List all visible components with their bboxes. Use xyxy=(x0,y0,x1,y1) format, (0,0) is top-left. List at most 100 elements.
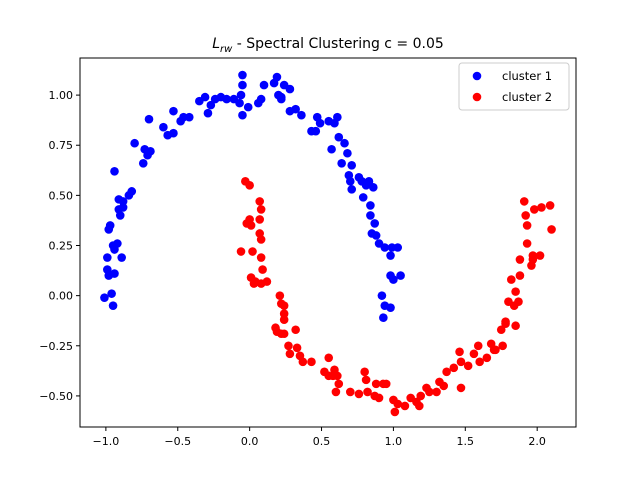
data-point xyxy=(238,70,247,80)
data-point xyxy=(361,375,371,385)
legend-frame xyxy=(458,62,570,111)
data-point xyxy=(337,158,346,168)
series-1 xyxy=(100,70,405,323)
data-point xyxy=(238,80,247,90)
data-point xyxy=(279,329,289,339)
data-point xyxy=(307,357,316,367)
data-point xyxy=(331,387,341,397)
data-point xyxy=(246,221,256,230)
data-point xyxy=(249,279,259,288)
data-point xyxy=(473,341,483,351)
y-tick-label: 0.00 xyxy=(49,290,74,303)
data-point xyxy=(340,138,349,148)
data-point xyxy=(138,158,148,168)
data-point xyxy=(455,347,464,357)
data-point xyxy=(377,291,387,300)
data-point xyxy=(396,271,405,280)
x-tick-label: −1.0 xyxy=(93,435,120,448)
data-point xyxy=(103,265,112,274)
data-point xyxy=(463,361,473,371)
data-point xyxy=(514,297,523,306)
data-point xyxy=(272,72,282,82)
data-point xyxy=(347,185,357,194)
data-point xyxy=(343,148,352,158)
data-point xyxy=(297,110,306,120)
data-point xyxy=(374,393,384,403)
data-point xyxy=(400,401,410,411)
data-point xyxy=(414,401,424,411)
data-point xyxy=(422,383,431,393)
title-math-subscript: rw xyxy=(220,44,233,55)
data-point xyxy=(515,255,525,264)
data-point xyxy=(146,146,155,156)
data-point xyxy=(386,303,395,312)
data-point xyxy=(371,231,381,240)
data-point xyxy=(256,205,266,214)
x-tick-label: −0.5 xyxy=(164,435,191,448)
data-point xyxy=(364,177,374,186)
data-point xyxy=(537,203,546,212)
data-point xyxy=(515,271,525,280)
x-tick-label: 1.5 xyxy=(457,435,475,448)
data-point xyxy=(370,219,380,228)
y-tick-label: 0.75 xyxy=(49,139,74,152)
data-point xyxy=(456,383,466,393)
legend: cluster 1 cluster 2 xyxy=(458,62,570,111)
data-point xyxy=(345,387,355,397)
data-point xyxy=(127,187,137,196)
data-point xyxy=(200,92,210,102)
data-point xyxy=(256,235,266,244)
plot-frame xyxy=(79,57,577,428)
y-tick-label: −0.25 xyxy=(39,340,73,353)
data-point xyxy=(258,265,267,274)
data-point xyxy=(276,94,286,104)
x-tick-label: 1.0 xyxy=(385,435,403,448)
data-point xyxy=(522,239,532,248)
data-point xyxy=(416,391,426,401)
x-tick-label: 0.0 xyxy=(241,435,259,448)
data-point xyxy=(100,293,109,302)
data-point xyxy=(245,181,254,190)
data-point xyxy=(284,341,293,351)
data-point xyxy=(347,160,357,170)
data-point xyxy=(432,387,441,397)
data-point xyxy=(334,379,344,389)
data-point xyxy=(456,357,466,367)
data-point xyxy=(291,104,300,114)
data-point xyxy=(105,221,115,230)
data-point xyxy=(255,215,265,224)
data-point xyxy=(110,269,119,278)
x-tick-label: 0.5 xyxy=(313,435,331,448)
y-tick-label: 0.50 xyxy=(49,189,74,202)
data-point xyxy=(159,122,168,132)
data-point xyxy=(482,353,492,363)
data-point xyxy=(535,251,545,260)
data-point xyxy=(235,98,244,108)
data-point xyxy=(222,94,231,104)
data-point xyxy=(545,201,555,210)
data-point xyxy=(547,225,556,234)
data-point xyxy=(371,379,381,389)
axis-ticks: −1.0 −0.5 0.0 0.5 1.0 1.5 2.0 −0.50 −0.25 0.00 0.2… xyxy=(39,89,546,448)
data-point xyxy=(259,80,269,90)
chart-title: Lrw - Spectral Clustering c = 0.05 xyxy=(212,36,444,55)
y-tick-label: 1.00 xyxy=(49,89,74,102)
data-point xyxy=(256,279,266,288)
data-point xyxy=(206,100,216,110)
y-tick-label: 0.25 xyxy=(49,240,74,253)
data-point xyxy=(498,341,507,351)
data-point xyxy=(285,84,295,94)
data-point xyxy=(386,251,395,260)
data-point xyxy=(496,325,506,335)
legend-label: cluster 2 xyxy=(502,90,552,104)
data-point xyxy=(236,90,246,100)
data-point xyxy=(292,343,302,353)
data-point xyxy=(275,291,285,300)
data-point xyxy=(358,193,368,202)
data-point xyxy=(449,363,459,373)
data-point xyxy=(243,102,253,112)
data-point xyxy=(519,197,529,206)
data-point xyxy=(315,118,325,128)
data-point xyxy=(144,114,154,124)
